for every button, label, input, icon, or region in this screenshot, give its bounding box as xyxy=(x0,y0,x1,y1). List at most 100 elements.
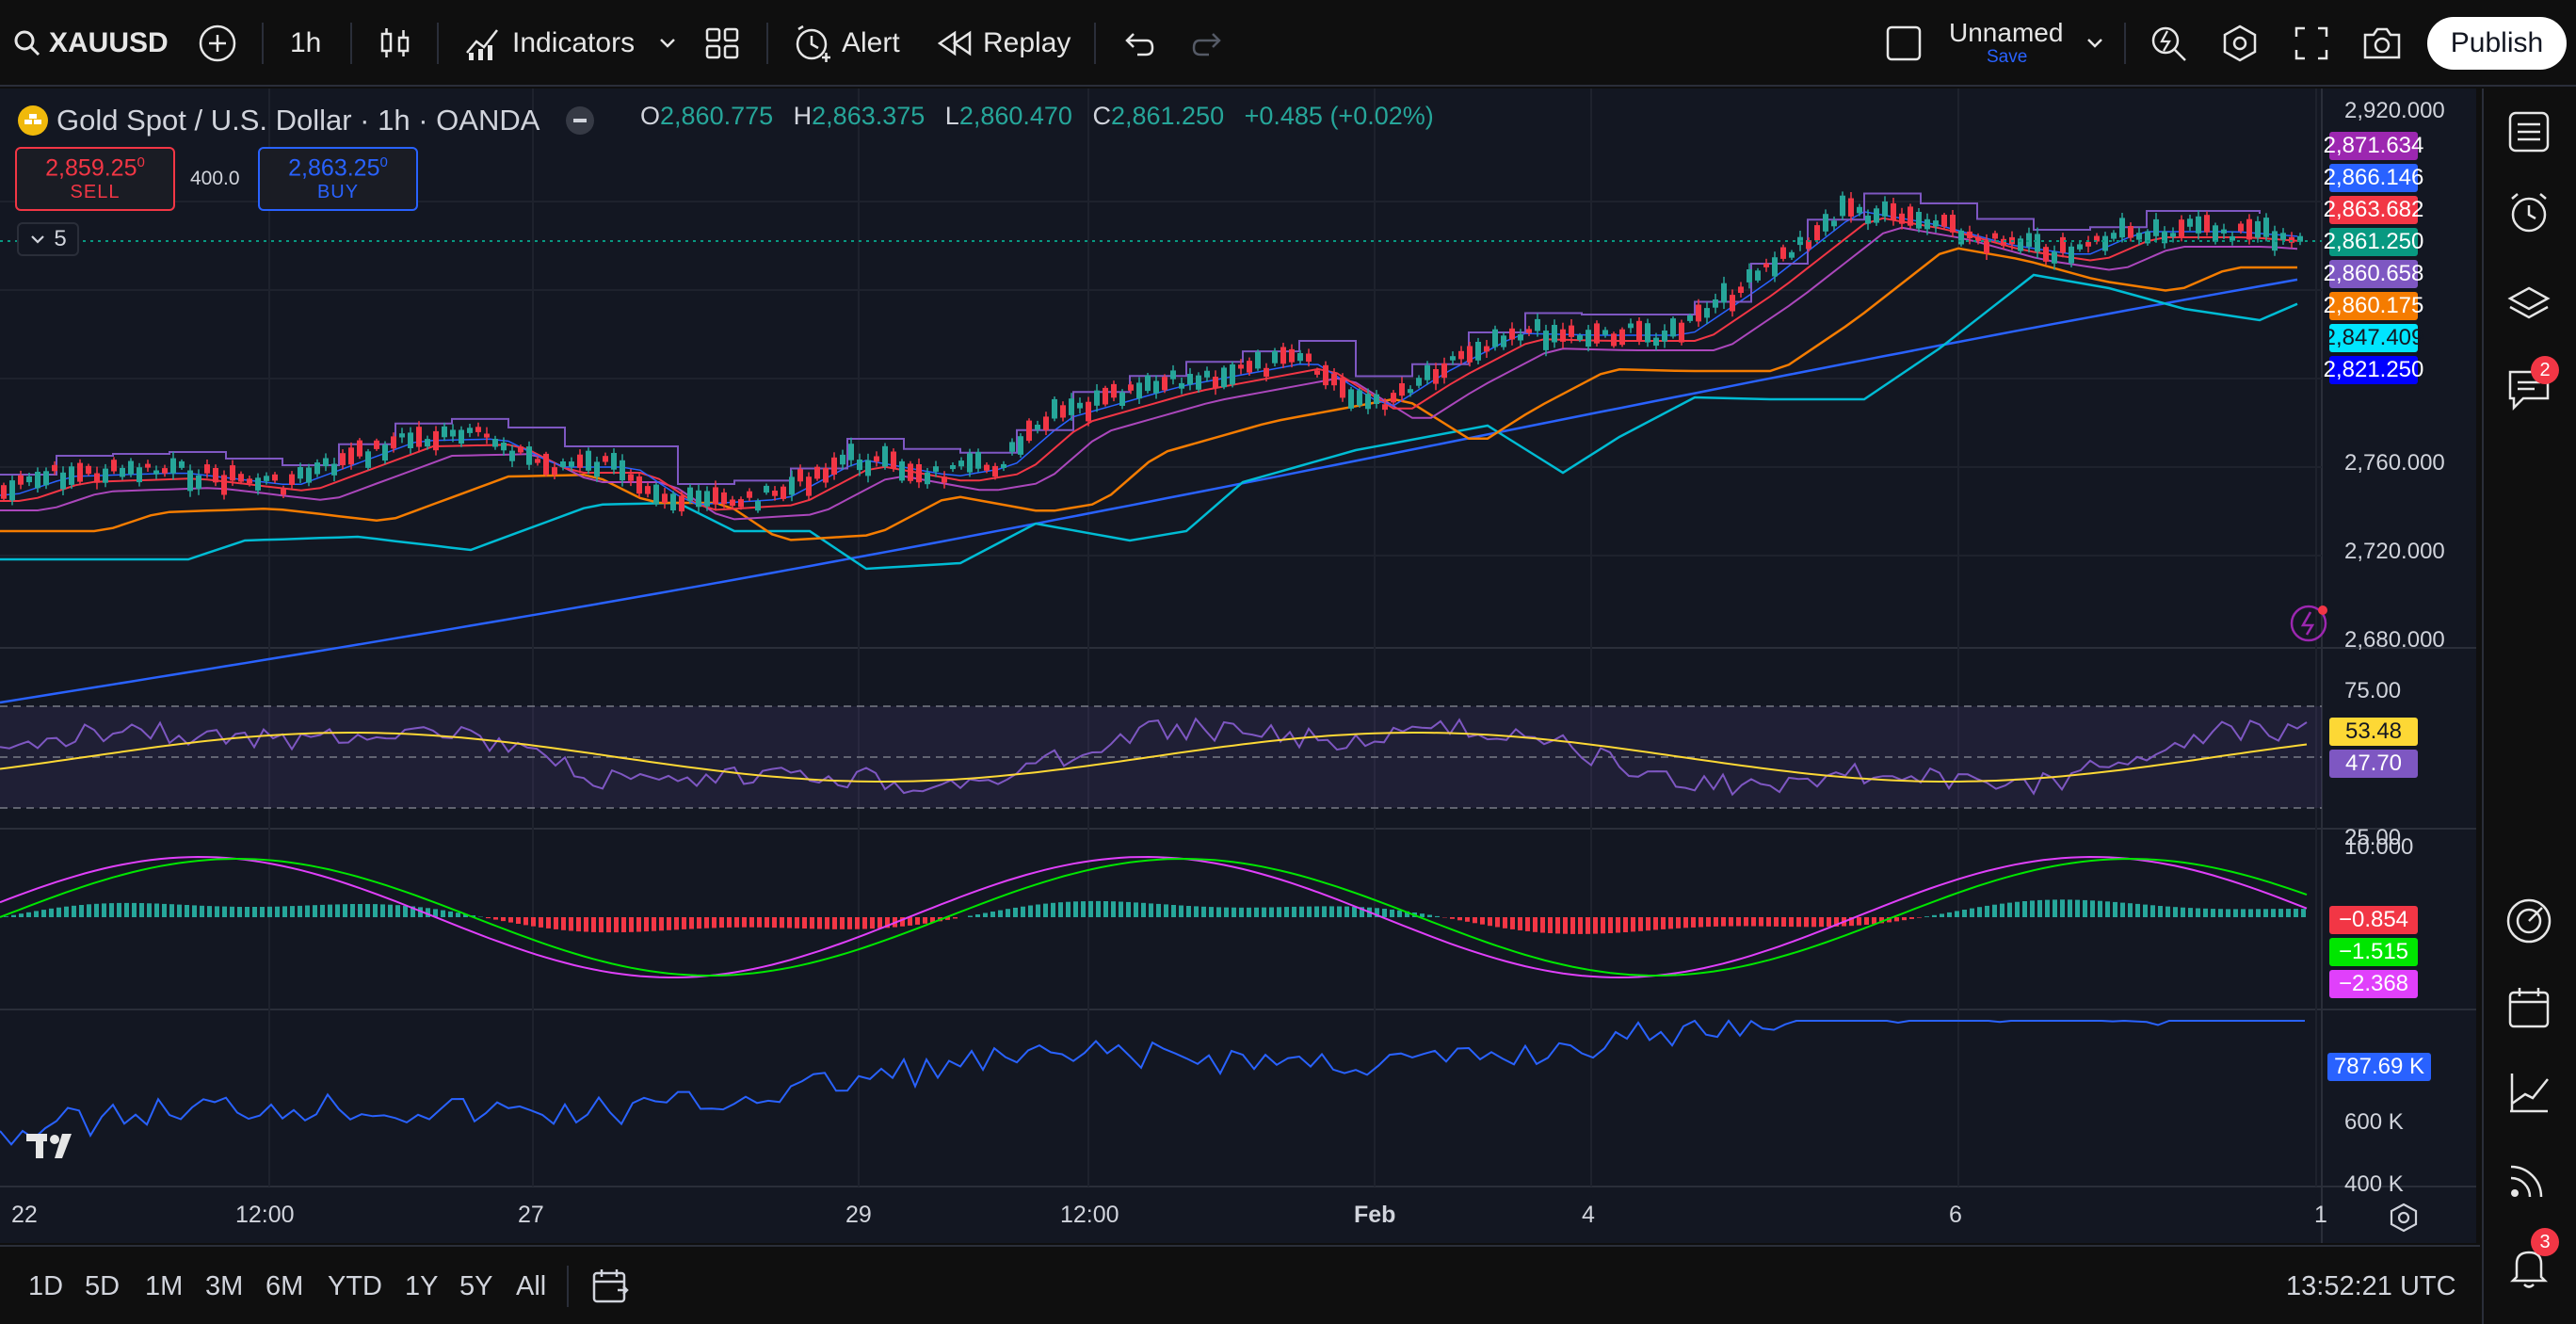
timeframe-ytd[interactable]: YTD xyxy=(328,1270,382,1301)
chats-button[interactable] xyxy=(2482,362,2576,418)
chart-canvas[interactable] xyxy=(0,89,2476,1243)
candle-body xyxy=(908,463,913,481)
macd-histogram-bar xyxy=(418,907,423,917)
macd-histogram-bar xyxy=(41,910,46,917)
candle-body xyxy=(2238,223,2244,232)
chart-area[interactable]: Gold Spot / U.S. Dollar · 1h · OANDA O2,… xyxy=(0,89,2476,1243)
macd-histogram-bar xyxy=(2060,899,2065,917)
ideas-button[interactable] xyxy=(2482,893,2576,949)
macd-histogram-bar xyxy=(2271,909,2276,917)
candle-body xyxy=(2289,236,2294,243)
timeframe-1d[interactable]: 1D xyxy=(28,1270,64,1301)
layout-dropdown[interactable] xyxy=(2085,0,2105,87)
lightning-icon[interactable] xyxy=(2288,603,2329,644)
timeframe-1m[interactable]: 1M xyxy=(145,1270,184,1301)
notifications-button[interactable] xyxy=(2482,1239,2576,1296)
sell-button[interactable]: 2,859.250 SELL xyxy=(15,147,175,211)
layout-name-button[interactable]: Unnamed Save xyxy=(1949,0,2063,87)
macd-histogram-bar xyxy=(2053,899,2057,917)
macd-histogram-bar xyxy=(802,917,807,928)
fullscreen-button[interactable] xyxy=(2294,0,2329,87)
indicators-collapse-toggle[interactable]: 5 xyxy=(17,222,79,256)
chart-type-button[interactable] xyxy=(377,0,414,87)
candle-body xyxy=(1052,398,1057,419)
timeframe-6m[interactable]: 6M xyxy=(266,1270,304,1301)
snapshot-button[interactable] xyxy=(2361,0,2403,87)
symbol-search[interactable]: XAUUSD xyxy=(13,0,169,87)
macd-histogram-bar xyxy=(1194,906,1199,917)
candle-body xyxy=(2162,231,2167,244)
macd-histogram-bar xyxy=(682,917,686,929)
macd-histogram-bar xyxy=(305,905,310,917)
macd-histogram-bar xyxy=(1164,904,1168,917)
undo-button[interactable] xyxy=(1120,0,1154,87)
candle-body xyxy=(1238,364,1244,369)
timeframe-1y[interactable]: 1Y xyxy=(405,1270,439,1301)
hide-legend-button[interactable] xyxy=(566,106,595,135)
candle-body xyxy=(43,471,49,486)
indicators-dropdown[interactable] xyxy=(657,0,678,87)
macd-histogram-bar xyxy=(2150,905,2155,917)
macd-histogram-bar xyxy=(780,917,784,928)
macd-histogram-bar xyxy=(1623,917,1628,932)
macd-histogram-bar xyxy=(19,913,24,917)
settings-button[interactable] xyxy=(2220,0,2260,87)
candle-body xyxy=(569,461,574,467)
macd-histogram-bar xyxy=(1992,904,1997,917)
candle-body xyxy=(2170,233,2176,237)
macd-histogram-bar xyxy=(719,917,724,928)
macd-histogram-bar xyxy=(87,904,91,917)
macd-histogram-bar xyxy=(968,915,973,917)
candle-body xyxy=(492,439,498,447)
layout-templates-button[interactable] xyxy=(704,0,740,87)
redo-button[interactable] xyxy=(1192,0,1226,87)
target-icon xyxy=(2506,898,2552,944)
candle-body xyxy=(772,491,778,496)
candle-body xyxy=(357,440,362,457)
macd-histogram-bar xyxy=(1789,917,1794,928)
streams-button[interactable] xyxy=(2482,1151,2576,1207)
publish-button[interactable]: Publish xyxy=(2427,17,2567,70)
object-tree-button[interactable] xyxy=(2482,277,2576,333)
alerts-sidebar-button[interactable] xyxy=(2482,185,2576,241)
layout-select-checkbox[interactable] xyxy=(1885,0,1923,87)
macd-histogram-bar xyxy=(2000,903,2004,917)
timeframe-5y[interactable]: 5Y xyxy=(459,1270,493,1301)
macd-histogram-bar xyxy=(1277,907,1281,917)
go-to-date-button[interactable] xyxy=(591,1247,631,1324)
timeframe-3m[interactable]: 3M xyxy=(205,1270,244,1301)
timeframe-5d[interactable]: 5D xyxy=(85,1270,121,1301)
macd-histogram-bar xyxy=(591,917,596,932)
time-axis-settings-icon[interactable] xyxy=(2388,1202,2420,1234)
candle-body xyxy=(1619,329,1625,346)
candle-body xyxy=(2280,233,2286,240)
macd-histogram-bar xyxy=(945,917,950,920)
candle-body xyxy=(1230,363,1235,385)
calendar-button[interactable] xyxy=(2482,979,2576,1036)
open-key: O xyxy=(640,102,661,130)
macd-histogram-bar xyxy=(290,906,295,917)
replay-button[interactable]: Replay xyxy=(938,0,1071,87)
alert-button[interactable]: Alert xyxy=(793,0,900,87)
candle-body xyxy=(1772,257,1778,277)
indicators-button[interactable]: Indicators xyxy=(463,0,635,87)
trend-line-icon xyxy=(2510,1074,2549,1113)
macd-histogram-bar xyxy=(998,910,1003,917)
macd-histogram-bar xyxy=(2135,903,2140,917)
timezone-clock[interactable]: 13:52:21 UTC xyxy=(2286,1247,2456,1324)
candle-body xyxy=(1509,328,1515,340)
publish-label: Publish xyxy=(2450,27,2544,58)
top-toolbar: XAUUSD 1h Indicators Alert Replay Unname… xyxy=(0,0,2576,87)
macd-histogram-bar xyxy=(1608,917,1613,933)
buy-button[interactable]: 2,863.250 BUY xyxy=(258,147,418,211)
macd-histogram-bar xyxy=(132,902,137,917)
quick-search-button[interactable] xyxy=(2149,0,2188,87)
drawing-tools-button[interactable] xyxy=(2482,1064,2576,1121)
compare-button[interactable] xyxy=(198,0,237,87)
timeframe-all[interactable]: All xyxy=(516,1270,547,1301)
macd-histogram-bar xyxy=(1081,901,1086,917)
watchlist-button[interactable] xyxy=(2482,104,2576,160)
time-axis-tick: 4 xyxy=(1582,1202,1595,1228)
candle-body xyxy=(1823,214,1828,232)
interval-button[interactable]: 1h xyxy=(290,0,321,87)
